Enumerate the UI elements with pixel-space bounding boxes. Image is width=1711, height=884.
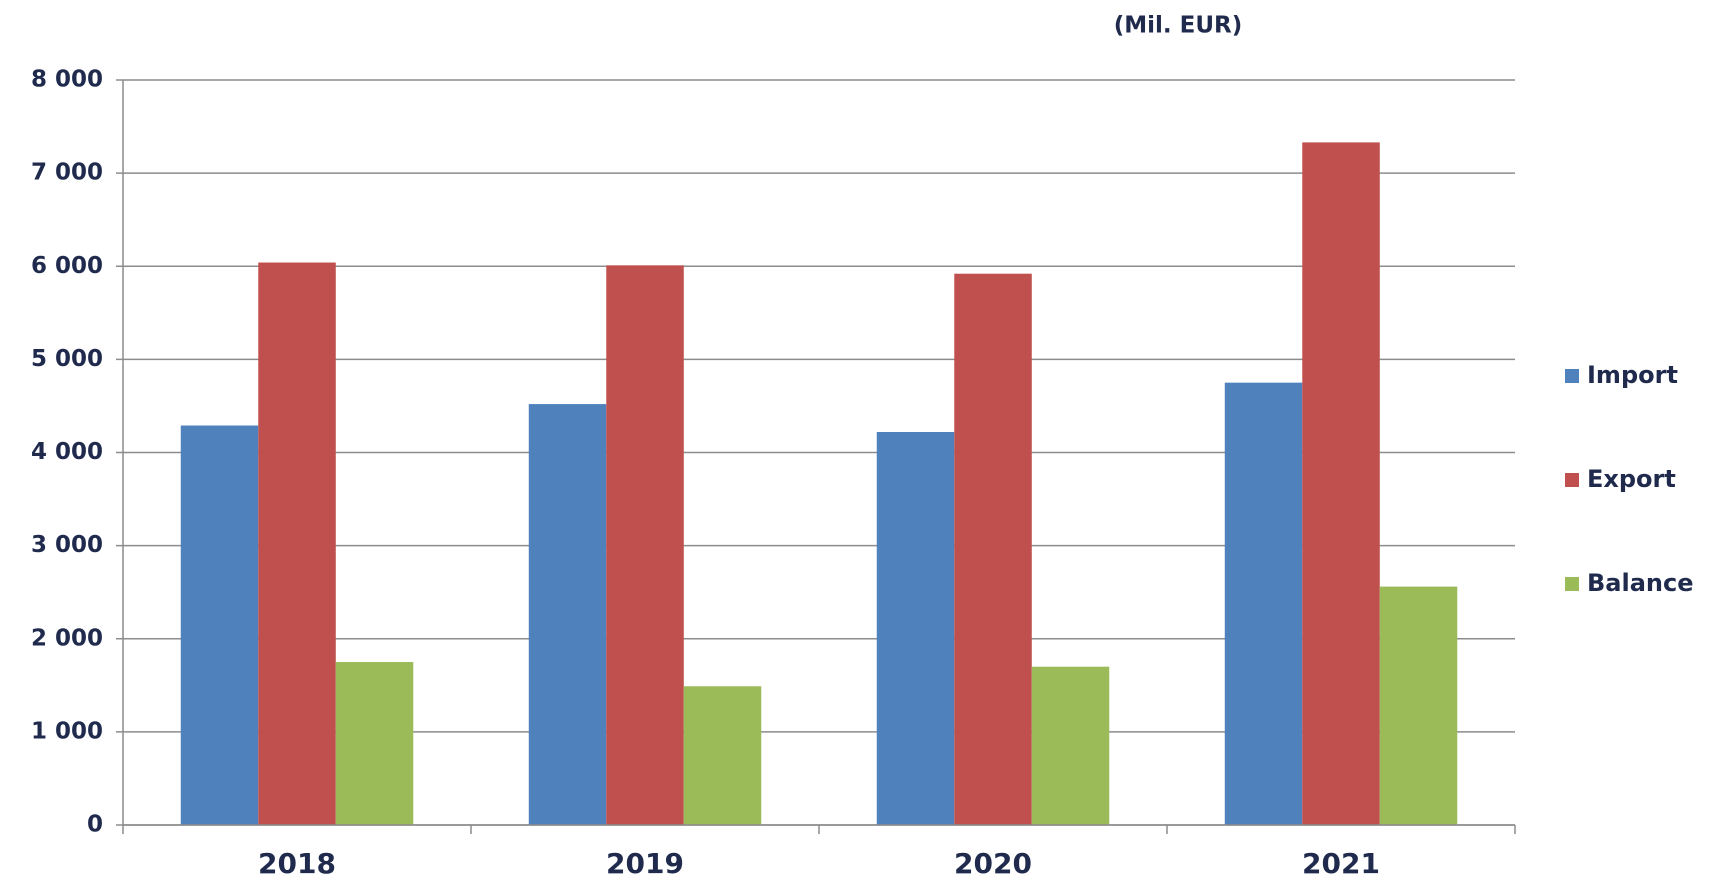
y-tick-label: 3 000 xyxy=(31,532,103,558)
bar xyxy=(1379,586,1458,825)
chart-subtitle: (Mil. EUR) xyxy=(1114,13,1243,39)
x-tick-label: 2021 xyxy=(1302,847,1380,880)
x-tick-label: 2020 xyxy=(954,847,1032,880)
bar xyxy=(683,686,762,825)
bar xyxy=(954,273,1032,825)
y-tick-label: 6 000 xyxy=(31,253,103,279)
legend-swatch xyxy=(1565,369,1579,383)
bar xyxy=(258,262,336,825)
bar xyxy=(1031,666,1110,825)
y-tick-label: 1 000 xyxy=(31,718,103,744)
bar xyxy=(180,425,259,825)
bar xyxy=(335,662,414,825)
y-tick-label: 5 000 xyxy=(31,346,103,372)
legend-swatch xyxy=(1565,577,1579,591)
y-tick-label: 8 000 xyxy=(31,67,103,93)
y-tick-label: 7 000 xyxy=(31,160,103,186)
y-tick-label: 4 000 xyxy=(31,439,103,465)
y-tick-label: 0 xyxy=(87,812,103,838)
legend-label: Export xyxy=(1587,465,1676,493)
bar xyxy=(876,432,955,825)
bar xyxy=(1302,142,1380,826)
bar xyxy=(606,265,684,826)
legend-label: Import xyxy=(1587,361,1678,389)
y-tick-label: 2 000 xyxy=(31,625,103,651)
legend-label: Balance xyxy=(1587,569,1694,597)
bar xyxy=(528,404,607,825)
legend-swatch xyxy=(1565,473,1579,487)
bar xyxy=(1224,382,1303,825)
x-tick-label: 2018 xyxy=(258,847,336,880)
x-tick-label: 2019 xyxy=(606,847,684,880)
